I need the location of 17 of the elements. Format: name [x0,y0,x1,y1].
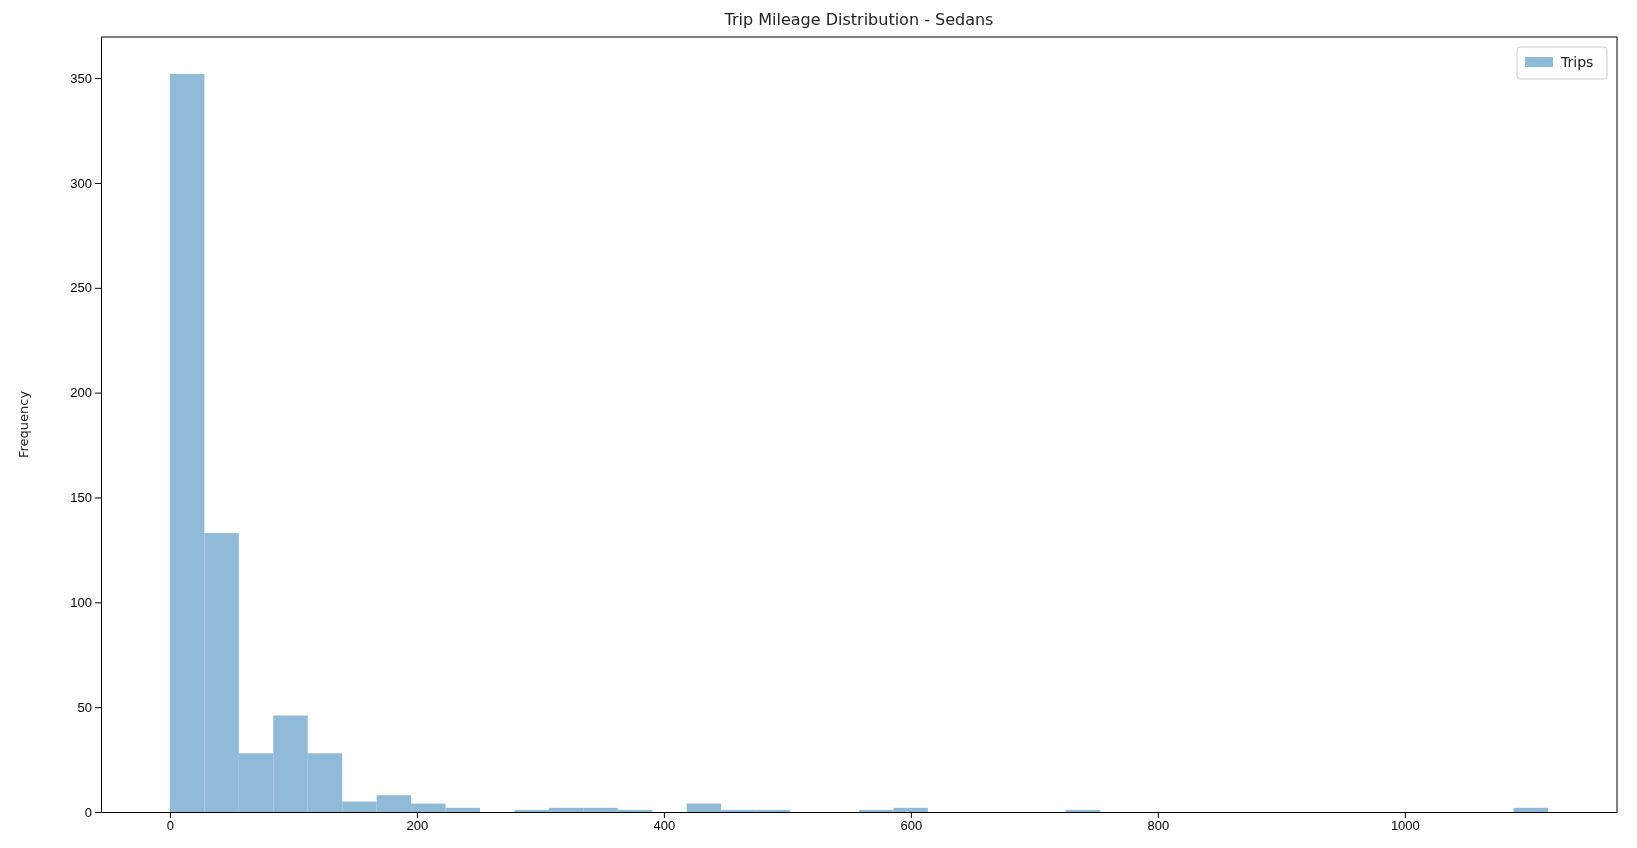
x-tick-label: 0 [166,818,175,834]
chart-title: Trip Mileage Distribution - Sedans [723,10,994,29]
y-tick-label: 350 [70,70,92,86]
x-tick-label: 400 [653,818,676,834]
x-tick-label: 800 [1147,818,1170,834]
legend-label: Trips [1560,54,1594,70]
y-tick-label: 150 [70,490,92,506]
x-tick-label: 200 [406,818,429,834]
y-axis-title: Frequency [16,390,31,459]
y-tick-label: 250 [70,280,92,296]
y-tick-label: 0 [84,804,92,820]
y-tick-label: 300 [70,175,92,191]
y-tick-label: 50 [77,699,92,715]
y-tick-label: 200 [70,385,92,401]
y-tick-label: 100 [70,594,92,610]
x-tick-label: 1000 [1390,818,1420,834]
x-tick-label: 600 [900,818,923,834]
